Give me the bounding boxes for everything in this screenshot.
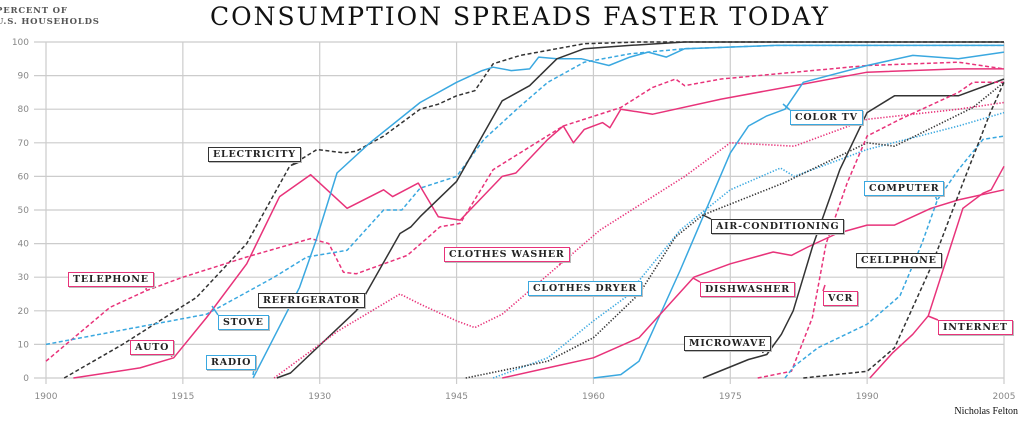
y-axis-label-line1: PERCENT OF — [0, 6, 68, 16]
chart-title: CONSUMPTION SPREADS FASTER TODAY — [210, 2, 830, 31]
y-tick-label: 60 — [18, 172, 30, 182]
label-pointer — [252, 368, 255, 376]
series-label: STOVE — [218, 315, 269, 330]
series-line-air-conditioning — [465, 81, 1005, 379]
series-label: MICROWAVE — [684, 336, 772, 351]
label-pointer — [211, 305, 219, 316]
x-tick-label: 1975 — [719, 392, 742, 402]
y-tick-label: 10 — [18, 340, 30, 350]
series-label: AUTO — [130, 340, 175, 355]
y-tick-label: 20 — [18, 307, 30, 317]
series-line-auto — [73, 68, 1004, 379]
series-label: AIR-CONDITIONING — [711, 219, 845, 234]
label-pointer — [822, 284, 826, 292]
series-line-color-tv — [593, 51, 1005, 379]
series-label: DISHWASHER — [700, 282, 795, 297]
series-label: ELECTRICITY — [208, 147, 301, 162]
tick-labels: 0 10 20 30 40 50 60 70 80 90 100 1900 1915 1930 1945 19… — [12, 38, 1016, 402]
y-axis-label-line2: U.S. HOUSEHOLDS — [0, 17, 100, 27]
series-line-microwave — [702, 78, 1005, 379]
credit: Nicholas Felton — [954, 406, 1018, 417]
x-tick-label: 1915 — [171, 392, 194, 402]
series-label: CELLPHONE — [856, 253, 942, 268]
series-label: VCR — [823, 291, 859, 306]
series-label: TELEPHONE — [68, 272, 154, 287]
y-tick-label: 50 — [18, 206, 30, 216]
x-tick-label: 1900 — [35, 392, 58, 402]
series-line-dishwasher — [502, 189, 1005, 379]
label-pointer — [927, 315, 939, 321]
label-pointer — [692, 277, 701, 283]
series-line-internet — [869, 165, 1005, 379]
y-tick-label: 100 — [12, 38, 29, 48]
x-tick-label: 1945 — [445, 392, 468, 402]
series-label: REFRIGERATOR — [258, 293, 366, 308]
series-lines — [45, 41, 1005, 379]
series-line-clothes-washer — [273, 101, 1005, 379]
series-label: COLOR TV — [790, 110, 863, 125]
y-tick-label: 70 — [18, 139, 30, 149]
y-tick-label: 0 — [23, 374, 29, 384]
y-tick-label: 40 — [18, 240, 30, 250]
series-label: COMPUTER — [864, 181, 945, 196]
series-line-electricity — [63, 41, 1004, 379]
grid — [34, 41, 1005, 384]
series-line-computer — [784, 135, 1005, 379]
y-tick-label: 90 — [18, 72, 30, 82]
series-label: CLOTHES WASHER — [444, 247, 570, 262]
label-pointer — [702, 214, 712, 220]
series-label: INTERNET — [938, 320, 1013, 335]
y-tick-label: 30 — [18, 273, 30, 283]
series-label: RADIO — [206, 355, 257, 370]
label-pointer — [782, 103, 791, 111]
series-line-stove — [45, 44, 1004, 346]
series-line-radio — [252, 44, 1004, 379]
series-label: CLOTHES DRYER — [528, 281, 643, 296]
x-tick-label: 1960 — [582, 392, 605, 402]
x-tick-label: 1990 — [856, 392, 879, 402]
x-tick-label: 1930 — [308, 392, 331, 402]
y-tick-label: 80 — [18, 105, 30, 115]
series-line-telephone — [45, 61, 1005, 362]
x-tick-label: 2005 — [993, 392, 1016, 402]
series-line-vcr — [757, 81, 1004, 379]
